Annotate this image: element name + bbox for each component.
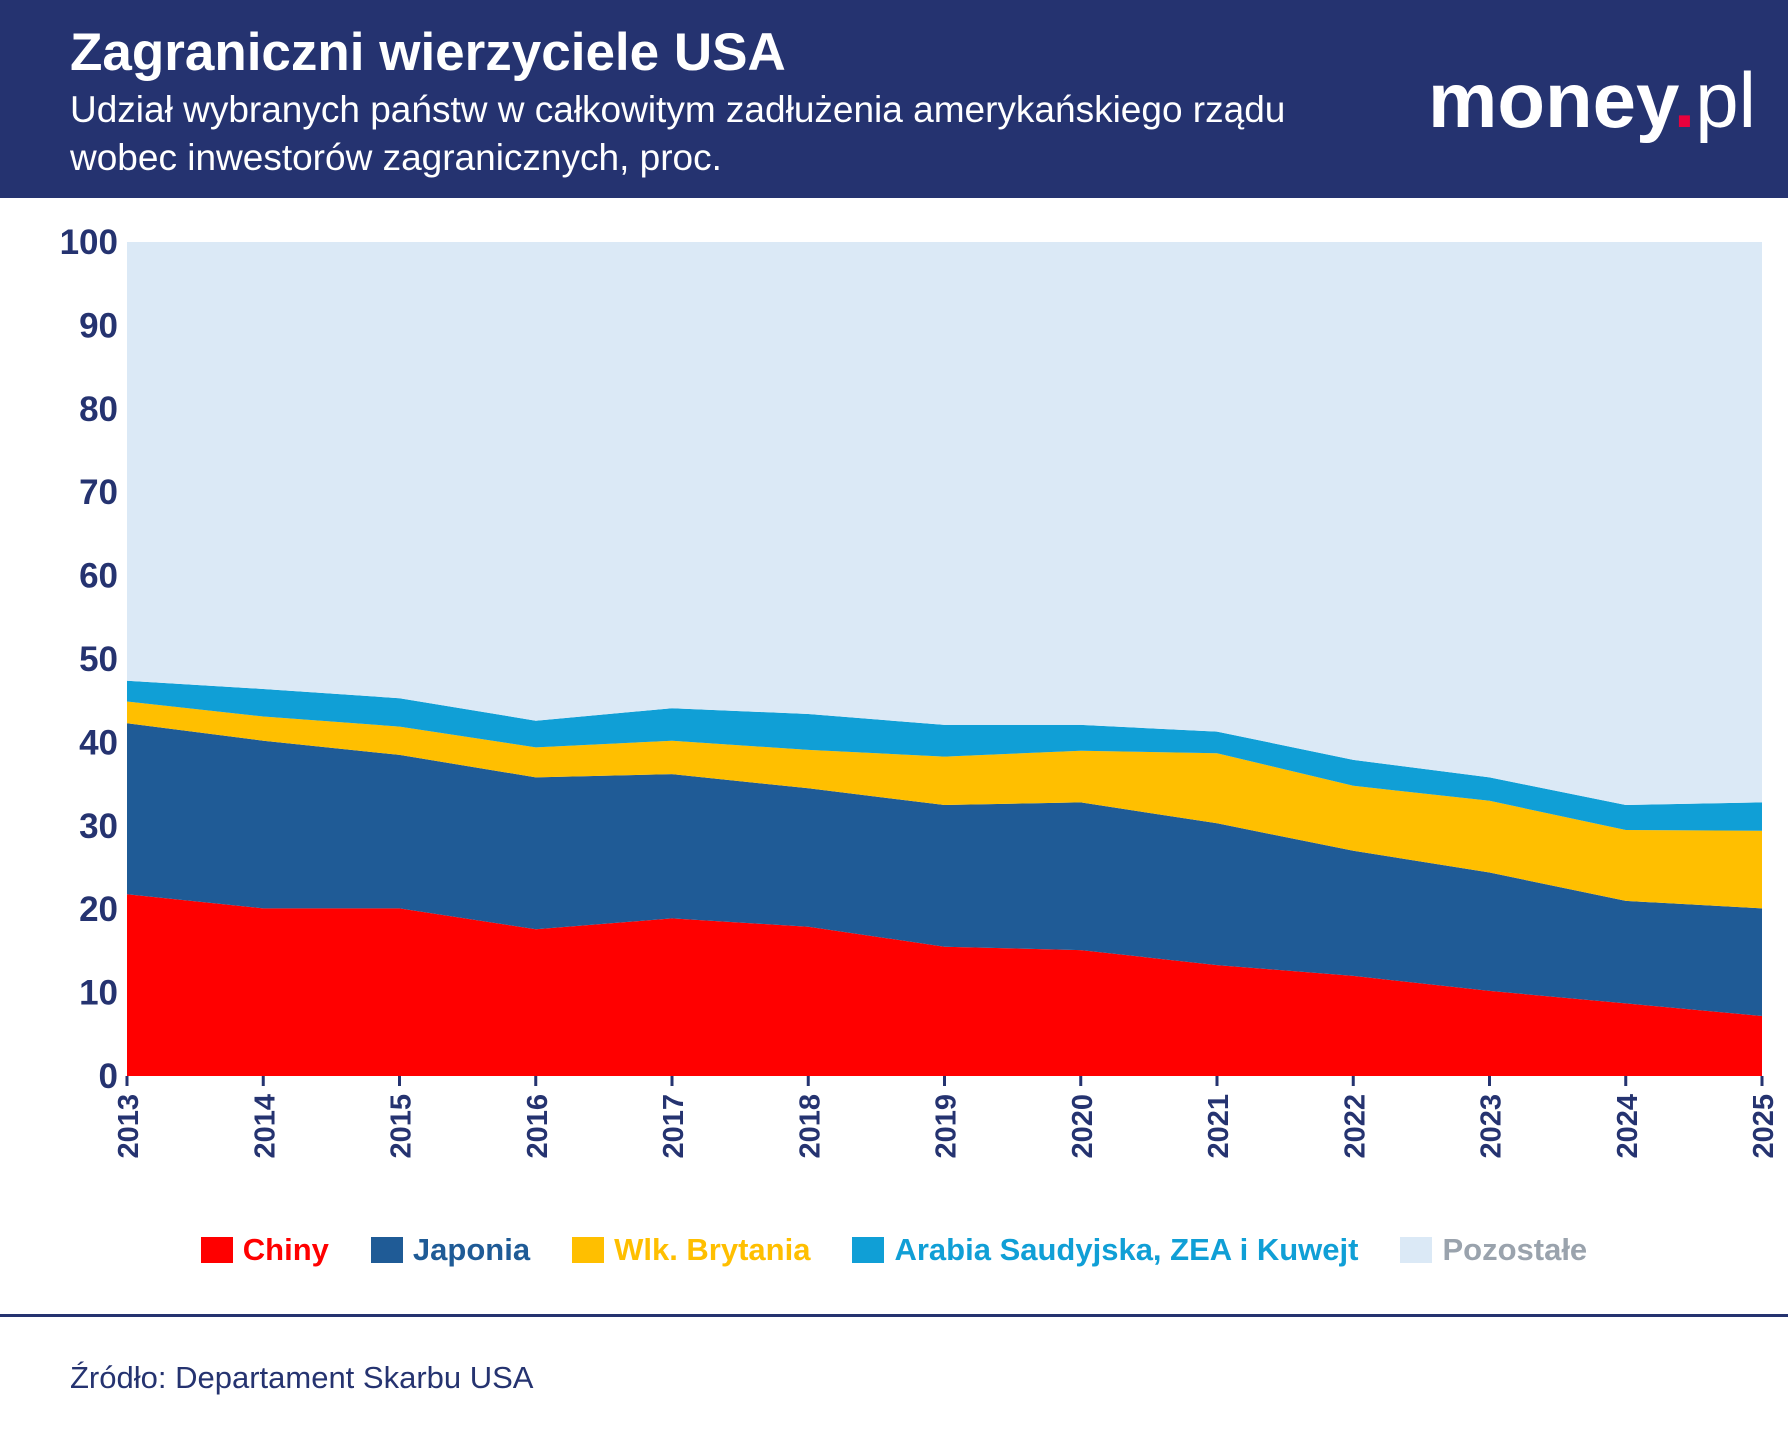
legend-item-pozostale: Pozostałe	[1400, 1232, 1587, 1268]
x-tick-label: 2024	[1612, 1094, 1644, 1159]
x-tick-label: 2018	[794, 1094, 826, 1159]
legend-item-arabia-saudyjska-zea-i-kuwejt: Arabia Saudyjska, ZEA i Kuwejt	[852, 1232, 1358, 1268]
legend-swatch	[572, 1237, 605, 1263]
chart-axes: 0 10 20 30 40 50 60 70 80 90 100 2013 2014 2015 2016 20…	[60, 223, 1780, 1159]
x-tick-label: 2020	[1067, 1094, 1099, 1159]
chart-legend: Chiny Japonia Wlk. Brytania Arabia Saudyjsk…	[0, 1232, 1788, 1268]
x-tick-label: 2019	[931, 1094, 963, 1159]
x-tick-label: 2023	[1476, 1094, 1508, 1159]
legend-swatch	[370, 1237, 403, 1263]
legend-label: Pozostałe	[1442, 1232, 1588, 1267]
source-note: Źródło: Departament Skarbu USA	[70, 1360, 534, 1395]
y-tick-label: 50	[79, 640, 118, 679]
stacked-area-chart: 0 10 20 30 40 50 60 70 80 90 100 2013 2014 2015 2016 20…	[60, 223, 1780, 1159]
x-tick-label: 2013	[113, 1094, 145, 1159]
y-tick-label: 60	[79, 557, 118, 596]
legend-label: Chiny	[242, 1232, 329, 1267]
legend-label: Japonia	[412, 1232, 531, 1267]
area-arabia-saudyjska-zea-i-kuwejt	[127, 680, 1762, 831]
area-wlk-brytania	[127, 701, 1762, 909]
x-tick-label: 2015	[386, 1094, 418, 1159]
chart-title: Zagraniczni wierzyciele USA	[70, 23, 786, 82]
legend-swatch	[1400, 1237, 1433, 1263]
area-chiny	[127, 894, 1762, 1076]
y-tick-label: 0	[99, 1057, 118, 1096]
footer-divider	[0, 1314, 1788, 1317]
x-tick-label: 2014	[249, 1094, 281, 1159]
chart-subtitle: Udział wybranych państw w całkowitym zad…	[70, 89, 1286, 178]
y-tick-label: 20	[79, 890, 118, 929]
logo-dot: .	[1673, 56, 1696, 144]
area-japonia	[127, 723, 1762, 1016]
area-pozostale	[127, 242, 1762, 805]
legend-item-japonia: Japonia	[370, 1232, 531, 1268]
legend-label: Arabia Saudyjska, ZEA i Kuwejt	[894, 1232, 1359, 1267]
y-tick-label: 90	[79, 306, 118, 345]
chart-areas	[127, 242, 1762, 1076]
legend-swatch	[852, 1237, 885, 1263]
y-tick-label: 70	[79, 473, 118, 512]
money-pl-logo: money.pl	[1428, 60, 1756, 140]
legend-label: Wlk. Brytania	[614, 1232, 811, 1267]
legend-item-chiny: Chiny	[200, 1232, 329, 1268]
x-tick-label: 2021	[1203, 1094, 1235, 1159]
y-tick-label: 80	[79, 390, 118, 429]
x-tick-label: 2017	[658, 1094, 690, 1159]
x-tick-label: 2016	[522, 1094, 554, 1159]
y-tick-label: 100	[60, 223, 118, 262]
x-tick-label: 2022	[1339, 1094, 1371, 1159]
legend-swatch	[200, 1237, 233, 1263]
legend-item-wlk-brytania: Wlk. Brytania	[572, 1232, 810, 1268]
y-tick-label: 30	[79, 807, 118, 846]
y-tick-label: 10	[79, 974, 118, 1013]
logo-suffix: pl	[1695, 56, 1757, 144]
header-bar: Zagraniczni wierzyciele USA Udział wybra…	[0, 0, 1788, 198]
x-tick-label: 2025	[1748, 1094, 1780, 1159]
logo-main: money	[1428, 56, 1674, 144]
y-tick-label: 40	[79, 723, 118, 762]
